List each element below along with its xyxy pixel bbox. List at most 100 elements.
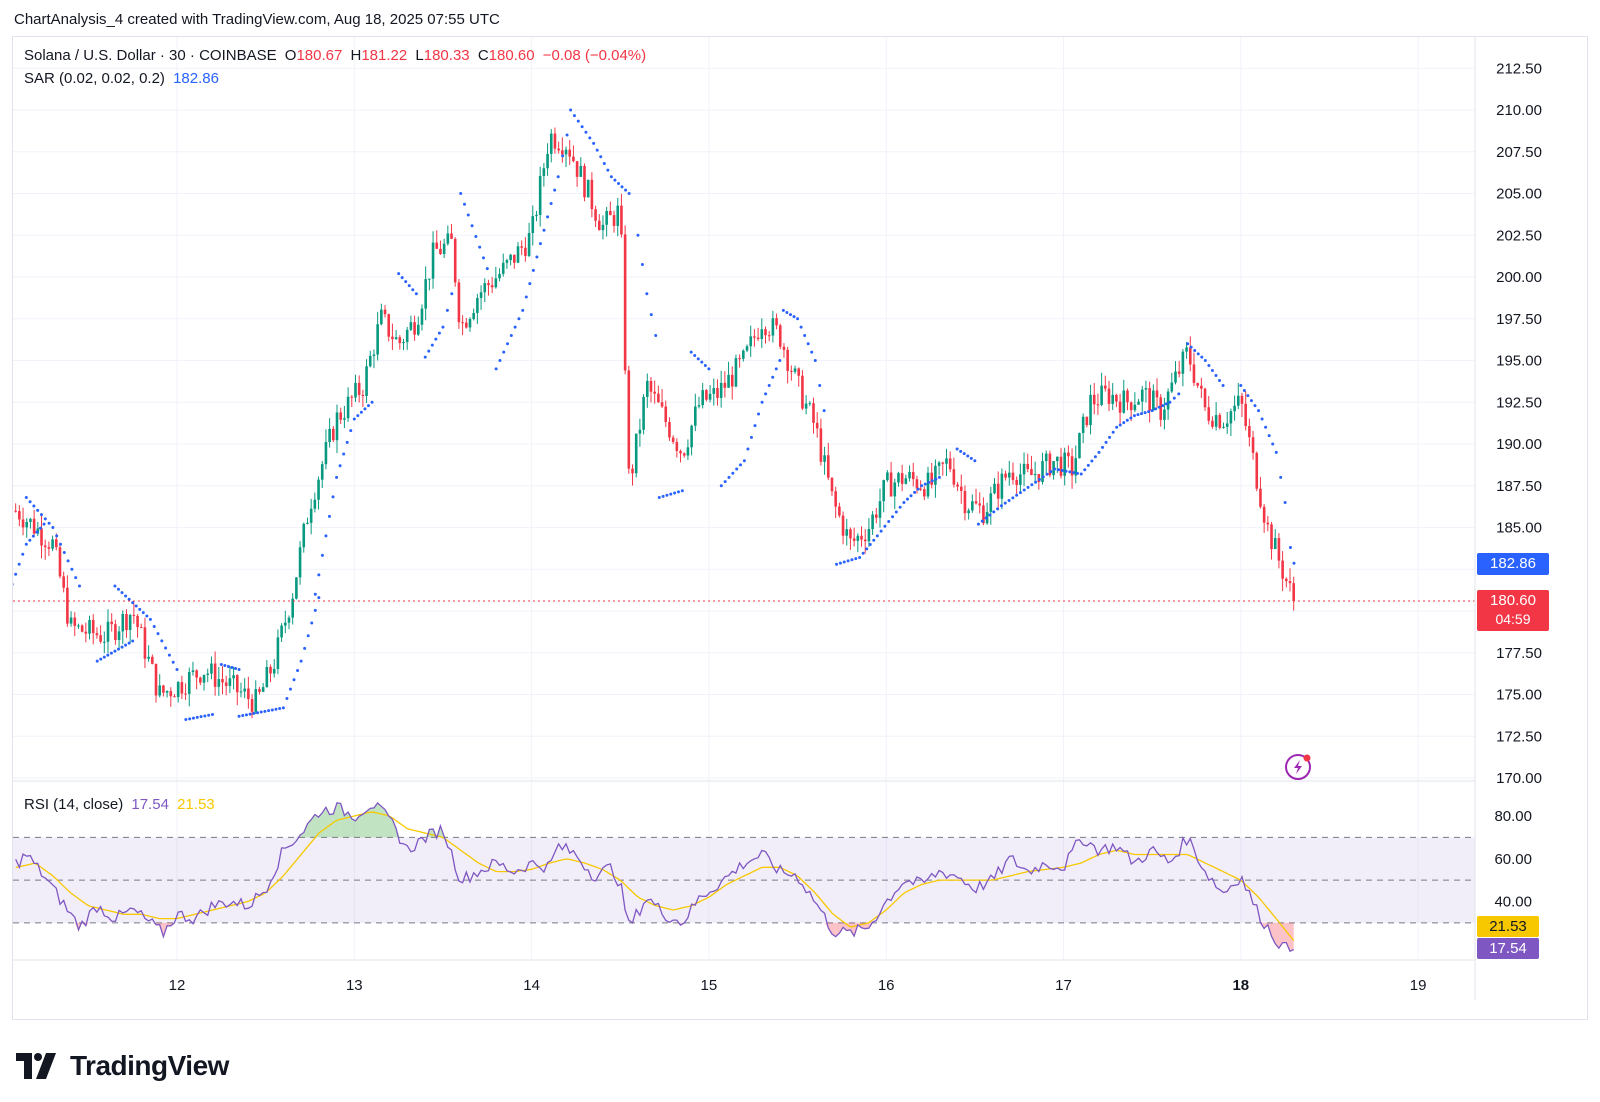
sar-dot [1111, 430, 1115, 434]
candle-body [1011, 472, 1015, 480]
candle-body [232, 675, 235, 679]
candle-body [235, 675, 239, 693]
sar-dot [535, 255, 539, 259]
sar-dot [404, 280, 408, 284]
sar-dot [17, 562, 21, 566]
candle-body [697, 405, 701, 407]
sar-dot [244, 713, 248, 717]
candle-body [25, 521, 29, 528]
sar-dot [1104, 440, 1108, 444]
symbol-title[interactable]: Solana / U.S. Dollar · 30 · COINBASE [24, 47, 277, 64]
candle-body [682, 453, 686, 456]
sar-dot [106, 653, 110, 657]
candle-body [860, 535, 863, 540]
candle-body [173, 696, 176, 698]
candle-body [727, 374, 730, 388]
candle-body [1067, 452, 1070, 457]
sar-legend[interactable]: SAR (0.02, 0.02, 0.2) 182.86 [24, 70, 223, 87]
sar-dot [868, 543, 872, 547]
sar-dot [274, 707, 278, 711]
rsi-overbought-fill [359, 814, 363, 838]
sar-dot [1239, 384, 1243, 388]
candle-body [623, 234, 627, 371]
candle-body [1262, 506, 1266, 523]
sar-dot [875, 534, 879, 538]
rsi-overbought-fill [355, 816, 360, 838]
sar-dot [1189, 345, 1193, 349]
candle-body [501, 262, 505, 274]
sar-dot [42, 522, 46, 526]
candle-body [295, 577, 298, 599]
candle-body [823, 455, 826, 462]
candle-body [967, 510, 970, 514]
candle-body [908, 472, 911, 479]
sar-dot [120, 591, 124, 595]
sar-dot [858, 556, 862, 560]
candle-body [346, 396, 350, 419]
sar-dot [1115, 425, 1119, 429]
candle-body [269, 666, 272, 674]
sar-dot [1140, 412, 1144, 416]
candle-body [309, 508, 313, 523]
candle-body [350, 396, 354, 398]
candle-body [258, 689, 261, 692]
candle-body [280, 625, 283, 638]
candle-body [128, 614, 132, 631]
sar-dot [746, 447, 750, 451]
candle-body [1055, 456, 1059, 462]
candle-body [952, 469, 956, 485]
rsi-oversold-fill [1278, 922, 1283, 949]
candle-body [357, 382, 361, 395]
candle-body [1214, 415, 1218, 427]
candle-body [431, 242, 435, 279]
candle-body [394, 337, 398, 340]
sar-dot [1075, 471, 1079, 475]
candle-body [284, 622, 287, 626]
sar-dot [24, 542, 28, 546]
alert-icon[interactable] [1285, 754, 1311, 780]
sar-dot [1214, 374, 1218, 378]
price-legend: Solana / U.S. Dollar · 30 · COINBASE O18… [24, 47, 650, 64]
sar-dot [338, 464, 342, 468]
tradingview-logo[interactable]: TradingView [16, 1050, 229, 1082]
sar-dot [676, 490, 680, 494]
high-label: H [350, 47, 362, 64]
sar-dot [1221, 384, 1225, 388]
candle-body [1192, 364, 1196, 383]
sar-dot [317, 596, 321, 600]
candle-body [154, 663, 158, 696]
candle-body [320, 464, 324, 480]
price-tick-label: 187.50 [1496, 478, 1542, 495]
sar-dot [310, 621, 314, 625]
sar-dot [1147, 410, 1151, 414]
sar-dot [1196, 352, 1200, 356]
sar-dot [199, 715, 203, 719]
candle-body [716, 388, 719, 398]
candle-body [306, 522, 309, 524]
price-tick-label: 205.00 [1496, 186, 1542, 203]
candle-body [638, 429, 642, 434]
candle-body [1292, 583, 1295, 601]
price-tick-label: 207.50 [1496, 144, 1542, 161]
candle-body [923, 489, 926, 497]
candle-body [151, 656, 154, 664]
sar-dot [188, 717, 192, 721]
rsi-overbought-fill [385, 809, 389, 838]
sar-dot [757, 412, 761, 416]
sar-dot [785, 310, 789, 314]
candle-body [538, 175, 542, 215]
sar-dot [366, 404, 370, 408]
sar-dot [905, 497, 909, 501]
candle-body [513, 254, 516, 263]
sar-dot [1022, 488, 1026, 492]
rsi-series [15, 802, 1295, 953]
sar-dot [883, 524, 887, 528]
candle-body [871, 514, 874, 530]
candle-body [1259, 488, 1262, 507]
sar-dot [156, 632, 160, 636]
sar-dot [459, 192, 463, 195]
rsi-legend[interactable]: RSI (14, close) 17.54 21.53 [24, 796, 219, 813]
sar-dot [95, 659, 99, 663]
candle-body [849, 529, 852, 539]
